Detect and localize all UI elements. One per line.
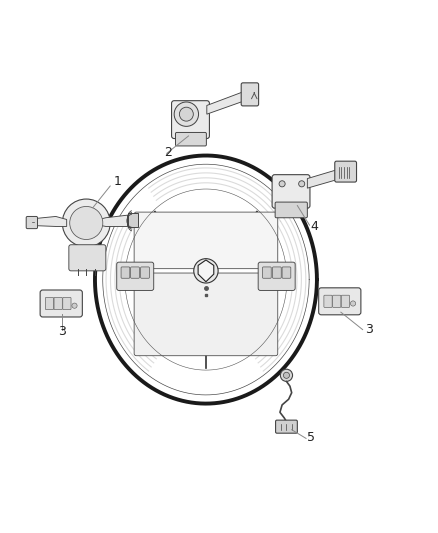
Text: 3: 3 bbox=[365, 322, 373, 336]
Circle shape bbox=[194, 259, 218, 283]
Text: 3: 3 bbox=[58, 325, 66, 338]
Circle shape bbox=[72, 303, 77, 308]
Circle shape bbox=[350, 301, 356, 306]
FancyBboxPatch shape bbox=[134, 212, 278, 269]
FancyBboxPatch shape bbox=[176, 133, 206, 146]
Polygon shape bbox=[34, 216, 67, 227]
Polygon shape bbox=[307, 167, 345, 188]
Polygon shape bbox=[198, 260, 214, 282]
Polygon shape bbox=[207, 90, 247, 114]
FancyBboxPatch shape bbox=[117, 262, 154, 290]
Circle shape bbox=[174, 102, 198, 126]
FancyBboxPatch shape bbox=[272, 267, 281, 278]
Text: 1: 1 bbox=[114, 175, 122, 188]
Text: 2: 2 bbox=[164, 146, 172, 158]
Circle shape bbox=[280, 369, 293, 382]
FancyBboxPatch shape bbox=[335, 161, 357, 182]
FancyBboxPatch shape bbox=[63, 297, 71, 310]
Circle shape bbox=[180, 107, 193, 121]
FancyBboxPatch shape bbox=[40, 290, 82, 317]
FancyBboxPatch shape bbox=[26, 216, 38, 229]
Circle shape bbox=[70, 206, 103, 239]
FancyBboxPatch shape bbox=[54, 297, 62, 310]
FancyBboxPatch shape bbox=[319, 288, 361, 315]
FancyBboxPatch shape bbox=[241, 83, 258, 106]
FancyBboxPatch shape bbox=[324, 295, 332, 308]
FancyBboxPatch shape bbox=[276, 420, 297, 433]
FancyBboxPatch shape bbox=[275, 202, 307, 218]
FancyBboxPatch shape bbox=[262, 267, 271, 278]
FancyBboxPatch shape bbox=[341, 295, 350, 308]
FancyBboxPatch shape bbox=[272, 175, 310, 208]
Text: 4: 4 bbox=[311, 220, 318, 232]
Circle shape bbox=[283, 372, 290, 378]
FancyBboxPatch shape bbox=[69, 245, 106, 271]
Circle shape bbox=[279, 181, 285, 187]
FancyBboxPatch shape bbox=[46, 297, 53, 310]
Circle shape bbox=[299, 181, 305, 187]
Circle shape bbox=[62, 199, 110, 247]
FancyBboxPatch shape bbox=[127, 213, 138, 228]
FancyBboxPatch shape bbox=[172, 101, 209, 139]
FancyBboxPatch shape bbox=[258, 262, 295, 290]
FancyBboxPatch shape bbox=[121, 267, 130, 278]
FancyBboxPatch shape bbox=[332, 295, 341, 308]
FancyBboxPatch shape bbox=[134, 273, 278, 356]
FancyBboxPatch shape bbox=[141, 267, 149, 278]
Polygon shape bbox=[97, 215, 127, 227]
FancyBboxPatch shape bbox=[282, 267, 291, 278]
FancyBboxPatch shape bbox=[131, 267, 139, 278]
Text: 5: 5 bbox=[307, 431, 315, 443]
